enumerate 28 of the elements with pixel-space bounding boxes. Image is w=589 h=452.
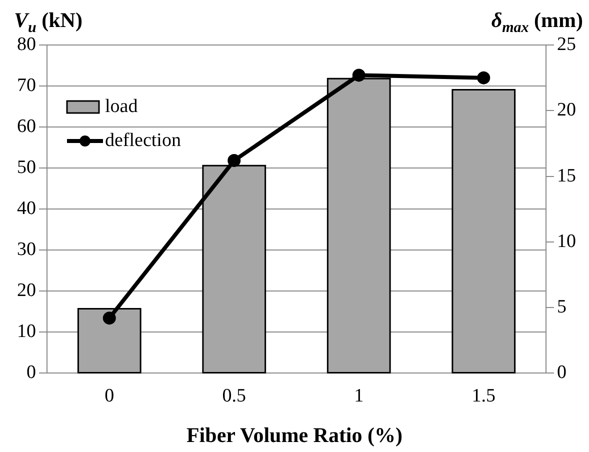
point <box>352 68 366 82</box>
y-tick-label: 50 <box>17 157 36 178</box>
y2-tick-label: 5 <box>557 296 566 318</box>
y-axis-title: V$_{u}$ (kN) <box>14 8 82 36</box>
legend-label: deflection <box>105 130 182 151</box>
y2-tick-label: 15 <box>557 165 576 186</box>
y-tick-label: 80 <box>17 34 36 55</box>
x-axis-title: Fiber Volume Ratio (%) <box>185 423 404 448</box>
y2-axis-title: δ$_{max}$ (mm) <box>491 8 583 36</box>
x-tick-label: 1 <box>354 386 364 407</box>
y2-tick-label: 0 <box>557 362 566 384</box>
y-tick-label: 20 <box>17 280 36 302</box>
point <box>102 312 116 325</box>
point <box>477 71 490 84</box>
x-tick-label: 1.5 <box>472 386 496 407</box>
point <box>228 154 241 168</box>
x-tick-label: 0 <box>104 386 114 407</box>
y-tick-label: 0 <box>26 362 36 384</box>
y2-tick-label: 10 <box>557 230 576 252</box>
y2-tick-label: 25 <box>557 34 576 55</box>
y2-tick-label: 20 <box>557 100 576 121</box>
y-tick-label: 70 <box>17 75 36 96</box>
y-tick-label: 60 <box>17 116 36 138</box>
y-tick-label: 10 <box>17 321 36 342</box>
y-tick-label: 40 <box>17 198 36 220</box>
legend-label: load <box>105 96 138 117</box>
y-tick-label: 30 <box>17 239 36 260</box>
x-tick-label: 0.5 <box>222 386 246 407</box>
